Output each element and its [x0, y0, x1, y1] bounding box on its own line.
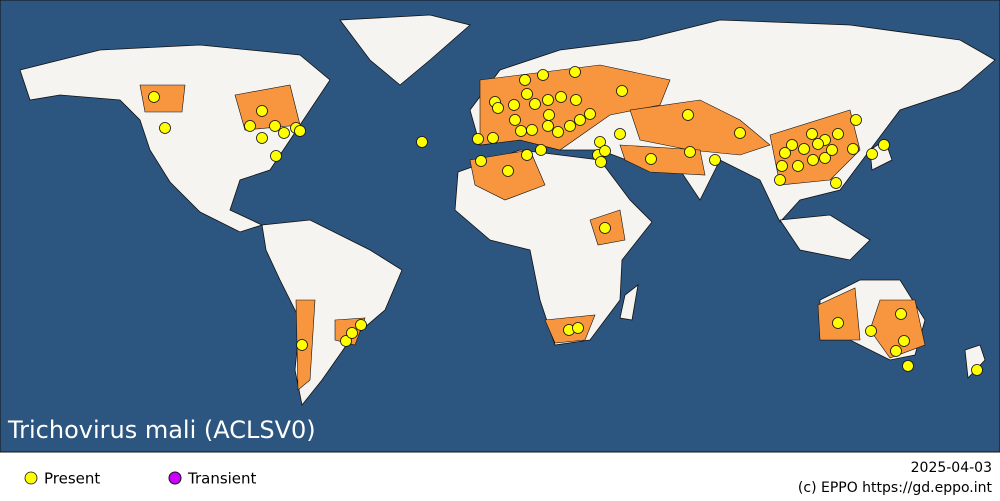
present-point	[521, 149, 533, 161]
present-point	[709, 154, 721, 166]
present-point	[614, 128, 626, 140]
present-point	[865, 325, 877, 337]
legend-present-marker	[24, 471, 38, 485]
present-point	[595, 156, 607, 168]
present-point	[416, 136, 428, 148]
present-point	[515, 125, 527, 137]
present-point	[529, 98, 541, 110]
present-point	[684, 146, 696, 158]
present-point	[779, 147, 791, 159]
present-point	[159, 122, 171, 134]
present-point	[296, 339, 308, 351]
present-point	[895, 308, 907, 320]
present-point	[807, 154, 819, 166]
credit: (c) EPPO https://gd.eppo.int	[798, 480, 993, 496]
present-point	[599, 222, 611, 234]
present-point	[850, 114, 862, 126]
present-point	[645, 153, 657, 165]
present-point	[148, 91, 160, 103]
present-point	[270, 150, 282, 162]
present-point	[570, 94, 582, 106]
map-title: Trichovirus mali (ACLSV0)	[7, 416, 316, 444]
present-point	[509, 114, 521, 126]
present-point	[543, 109, 555, 121]
present-point	[830, 177, 842, 189]
present-point	[244, 120, 256, 132]
present-point	[492, 102, 504, 114]
present-point	[826, 144, 838, 156]
date: 2025-04-03	[911, 460, 992, 476]
present-point	[256, 105, 268, 117]
present-point	[786, 139, 798, 151]
legend: Present Transient	[24, 470, 257, 488]
legend-label: Present	[44, 470, 100, 488]
present-point	[535, 144, 547, 156]
present-point	[898, 335, 910, 347]
present-point	[616, 85, 628, 97]
present-point	[294, 125, 306, 137]
present-point	[902, 360, 914, 372]
legend-label: Transient	[187, 470, 257, 488]
present-point	[256, 132, 268, 144]
present-point	[682, 109, 694, 121]
present-point	[847, 143, 859, 155]
present-point	[526, 124, 538, 136]
present-point	[832, 128, 844, 140]
present-point	[792, 160, 804, 172]
present-point	[866, 148, 878, 160]
present-point	[346, 327, 358, 339]
present-point	[519, 74, 531, 86]
present-point	[487, 132, 499, 144]
present-point	[776, 160, 788, 172]
present-point	[475, 155, 487, 167]
present-point	[569, 66, 581, 78]
present-point	[774, 174, 786, 186]
present-point	[574, 114, 586, 126]
present-point	[734, 127, 746, 139]
present-point	[594, 136, 606, 148]
present-point	[584, 108, 596, 120]
present-point	[555, 91, 567, 103]
present-points	[148, 66, 983, 376]
present-point	[521, 88, 533, 100]
present-point	[542, 120, 554, 132]
present-point	[819, 152, 831, 164]
present-point	[812, 138, 824, 150]
present-point	[355, 319, 367, 331]
present-point	[878, 139, 890, 151]
present-point	[564, 120, 576, 132]
legend-transient-marker	[168, 471, 182, 485]
present-point	[472, 133, 484, 145]
present-point	[269, 120, 281, 132]
present-point	[552, 126, 564, 138]
present-point	[798, 143, 810, 155]
present-point	[278, 127, 290, 139]
present-point	[890, 345, 902, 357]
present-point	[572, 322, 584, 334]
present-point	[537, 69, 549, 81]
present-point	[971, 364, 983, 376]
present-point	[806, 128, 818, 140]
present-point	[832, 317, 844, 329]
present-point	[508, 99, 520, 111]
present-point	[542, 94, 554, 106]
present-point	[502, 165, 514, 177]
present-point	[599, 145, 611, 157]
present-point	[340, 335, 352, 347]
